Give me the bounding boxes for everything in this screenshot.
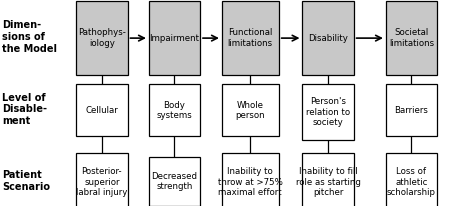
Bar [76, 1, 128, 75]
Text: Level of
Disable-
ment: Level of Disable- ment [2, 92, 47, 126]
Bar [386, 84, 437, 136]
Text: Decreased
strength: Decreased strength [151, 172, 198, 191]
Text: Pathophys-
iology: Pathophys- iology [78, 28, 126, 48]
Text: Whole
person: Whole person [236, 101, 265, 120]
Bar [386, 153, 437, 206]
Text: Posterior-
superior
labral injury: Posterior- superior labral injury [76, 167, 128, 197]
Bar [149, 157, 200, 206]
Text: Cellular: Cellular [85, 106, 118, 115]
Bar [302, 1, 354, 75]
Bar [222, 1, 279, 75]
Text: Loss of
athletic
scholarship: Loss of athletic scholarship [387, 167, 436, 197]
Bar [149, 1, 200, 75]
Text: Patient
Scenario: Patient Scenario [2, 171, 50, 192]
Bar [149, 84, 200, 136]
Bar [302, 84, 354, 140]
Bar [222, 153, 279, 206]
Text: Inability to fill
role as starting
pitcher: Inability to fill role as starting pitch… [296, 167, 360, 197]
Bar [76, 84, 128, 136]
Text: Body
systems: Body systems [156, 101, 192, 120]
Bar [302, 153, 354, 206]
Bar [76, 153, 128, 206]
Text: Dimen-
sions of
the Model: Dimen- sions of the Model [2, 20, 57, 54]
Text: Person's
relation to
society: Person's relation to society [306, 97, 350, 127]
Bar [386, 1, 437, 75]
Text: Disability: Disability [308, 34, 348, 43]
Bar [222, 84, 279, 136]
Text: Functional
limitations: Functional limitations [228, 28, 273, 48]
Text: Barriers: Barriers [394, 106, 428, 115]
Text: Societal
limitations: Societal limitations [389, 28, 434, 48]
Text: Inability to
throw at >75%
maximal effort: Inability to throw at >75% maximal effor… [218, 167, 283, 197]
Text: Impairment: Impairment [149, 34, 200, 43]
